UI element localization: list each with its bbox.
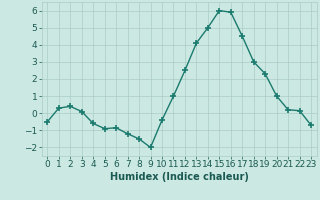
X-axis label: Humidex (Indice chaleur): Humidex (Indice chaleur): [110, 172, 249, 182]
